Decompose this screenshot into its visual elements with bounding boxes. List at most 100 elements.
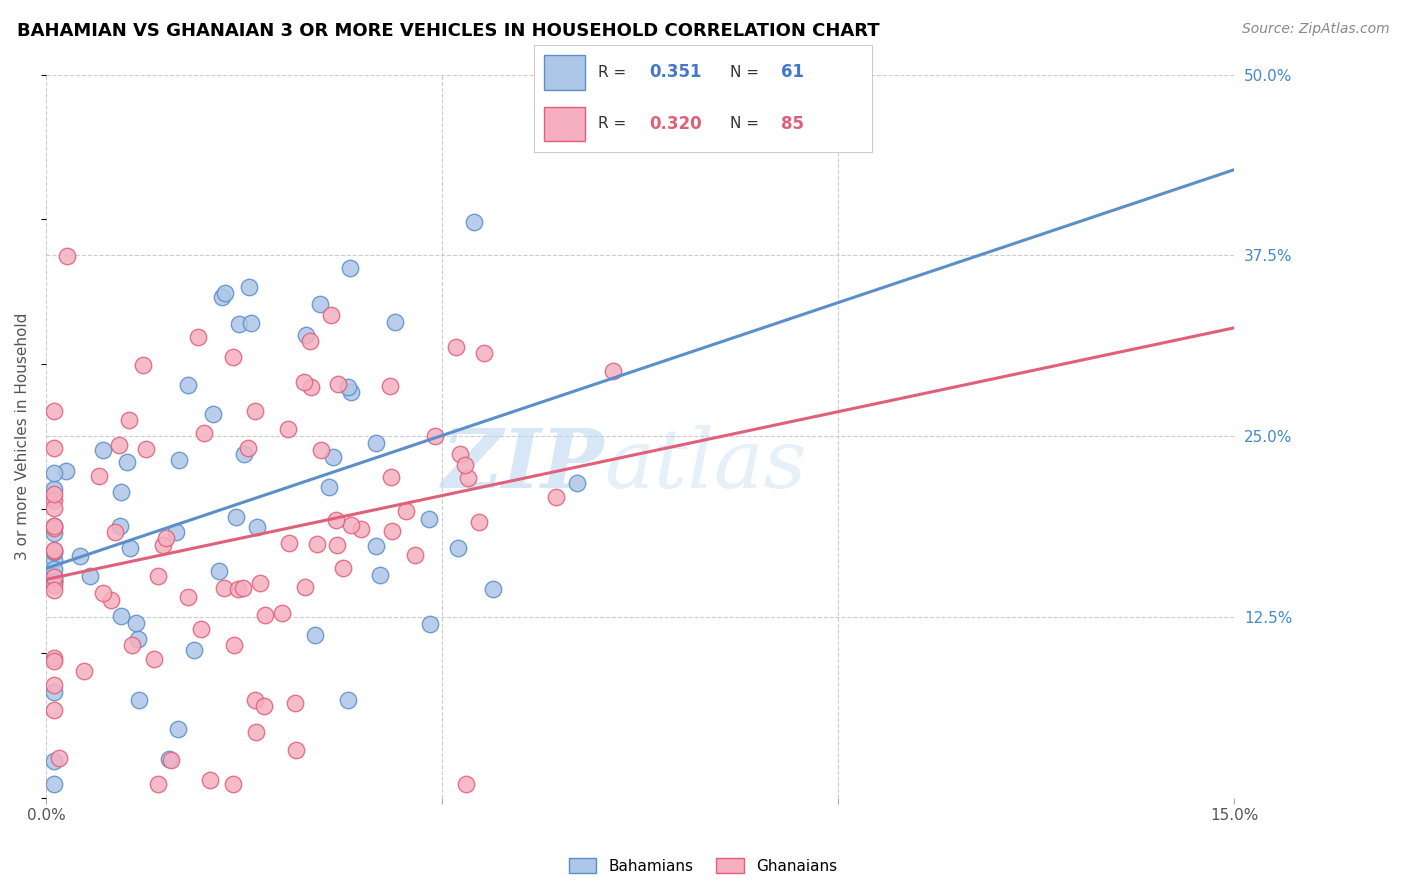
Point xyxy=(42,685,65,699)
Point xyxy=(152,538,174,552)
Point xyxy=(118,541,141,555)
Point xyxy=(277,422,299,436)
Text: 0.320: 0.320 xyxy=(650,115,702,133)
Point xyxy=(155,531,177,545)
Point xyxy=(42,545,65,559)
Point xyxy=(395,503,418,517)
Point xyxy=(339,517,361,532)
Point xyxy=(380,470,402,484)
Point xyxy=(384,315,406,329)
Point xyxy=(404,548,426,562)
Point xyxy=(463,215,485,229)
Point xyxy=(42,525,65,540)
Text: 61: 61 xyxy=(780,63,804,81)
Point xyxy=(214,286,236,301)
Point xyxy=(233,447,256,461)
Point xyxy=(222,776,245,790)
Point xyxy=(42,776,65,790)
Point xyxy=(146,776,169,790)
Point xyxy=(125,615,148,630)
Point xyxy=(212,581,235,595)
Point xyxy=(176,591,198,605)
Text: R =: R = xyxy=(599,65,631,80)
Text: 85: 85 xyxy=(780,115,804,133)
Point xyxy=(249,575,271,590)
Point xyxy=(132,358,155,372)
Point xyxy=(318,479,340,493)
Point xyxy=(100,592,122,607)
FancyBboxPatch shape xyxy=(544,55,585,89)
Point xyxy=(193,426,215,441)
Text: ZIP: ZIP xyxy=(441,425,605,505)
Point xyxy=(425,428,447,442)
Point xyxy=(419,616,441,631)
Text: Source: ZipAtlas.com: Source: ZipAtlas.com xyxy=(1241,22,1389,37)
Point xyxy=(104,524,127,539)
Point xyxy=(298,334,321,348)
Point xyxy=(225,510,247,524)
Point xyxy=(243,693,266,707)
Point xyxy=(42,754,65,768)
Point xyxy=(42,574,65,588)
Point xyxy=(449,447,471,461)
Point xyxy=(224,638,246,652)
Point xyxy=(457,471,479,485)
Point xyxy=(228,317,250,331)
Point xyxy=(91,585,114,599)
Point xyxy=(91,443,114,458)
Point xyxy=(42,519,65,533)
Point xyxy=(368,567,391,582)
Point xyxy=(304,628,326,642)
Point xyxy=(42,654,65,668)
Point xyxy=(245,725,267,739)
Point xyxy=(42,553,65,567)
Point xyxy=(117,413,139,427)
Point xyxy=(364,435,387,450)
Point xyxy=(226,582,249,596)
Point xyxy=(183,643,205,657)
Point xyxy=(127,632,149,646)
Point xyxy=(325,513,347,527)
Point xyxy=(284,696,307,710)
Point xyxy=(294,327,316,342)
Point xyxy=(42,544,65,558)
Y-axis label: 3 or more Vehicles in Household: 3 or more Vehicles in Household xyxy=(15,312,30,560)
Point xyxy=(238,279,260,293)
Point xyxy=(454,776,477,790)
Point xyxy=(42,492,65,507)
Point xyxy=(190,622,212,636)
Point xyxy=(42,487,65,501)
Point xyxy=(278,535,301,549)
Point xyxy=(165,524,187,539)
Point xyxy=(42,569,65,583)
Point xyxy=(143,652,166,666)
Point xyxy=(177,378,200,392)
Point xyxy=(349,522,371,536)
Point xyxy=(299,380,322,394)
Point xyxy=(468,515,491,529)
Point xyxy=(69,549,91,563)
Point xyxy=(42,583,65,598)
Point xyxy=(42,570,65,584)
Point xyxy=(73,664,96,678)
Point xyxy=(128,693,150,707)
Point xyxy=(42,441,65,455)
Point xyxy=(322,450,344,464)
Text: R =: R = xyxy=(599,116,631,131)
Point xyxy=(108,438,131,452)
Point xyxy=(602,364,624,378)
Point xyxy=(546,490,568,504)
Point xyxy=(326,538,349,552)
Point xyxy=(42,561,65,575)
Point xyxy=(292,376,315,390)
Point xyxy=(56,249,79,263)
Point xyxy=(42,542,65,557)
Point xyxy=(381,524,404,539)
Point xyxy=(42,578,65,592)
Text: N =: N = xyxy=(730,65,763,80)
Point xyxy=(198,773,221,788)
Point xyxy=(567,476,589,491)
Point xyxy=(328,377,350,392)
Point xyxy=(79,569,101,583)
Point xyxy=(202,408,225,422)
